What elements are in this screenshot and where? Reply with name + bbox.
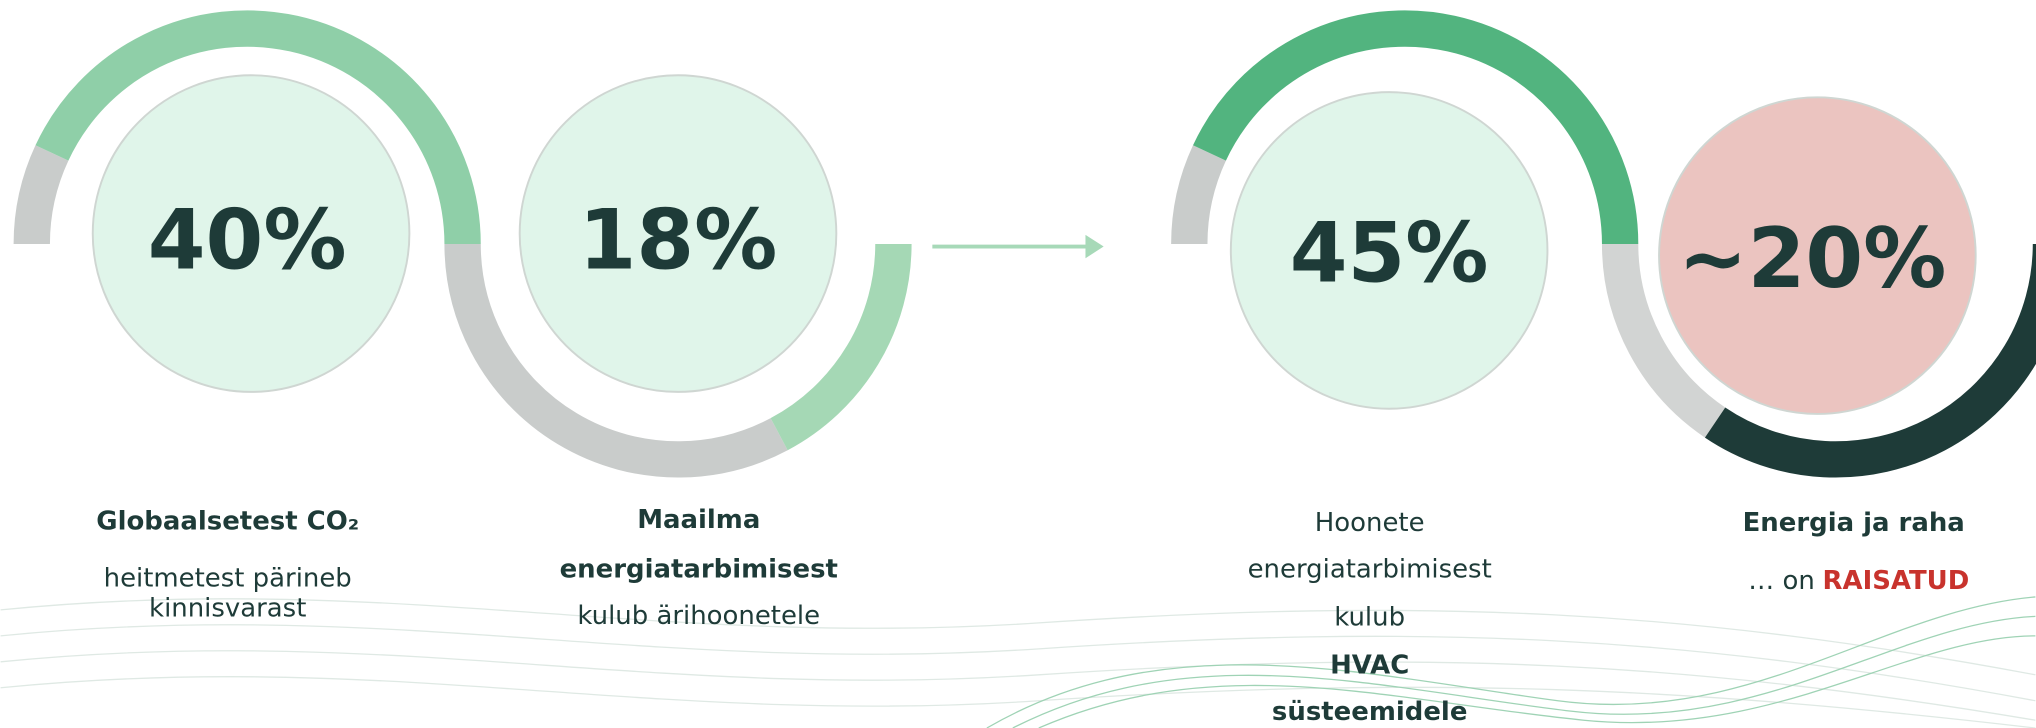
infographic: 40% 18% 45% ~20% Globaalsetest CO₂ heitm… — [0, 0, 2036, 728]
caption-line: energiatarbimisest — [560, 554, 838, 584]
caption-line: energiatarbimisest — [1248, 554, 1492, 584]
caption-line: Energia ja raha — [1743, 508, 1965, 538]
page: 40% 18% 45% ~20% Globaalsetest CO₂ heitm… — [0, 0, 2036, 728]
caption-line: HVAC — [1330, 650, 1409, 680]
caption-line: Hoonete — [1315, 508, 1425, 538]
ring-segment — [32, 153, 52, 244]
caption-line: … on — [1748, 566, 1815, 596]
caption-line: süsteemidele — [1272, 697, 1467, 727]
stat-value: ~20% — [1678, 210, 1946, 307]
caption-line: heitmetest pärineb — [104, 564, 352, 594]
caption-line: kinnisvarast — [149, 593, 306, 623]
stat-value: 45% — [1290, 205, 1489, 302]
stat-value: 18% — [579, 192, 778, 289]
arrow — [932, 235, 1103, 258]
caption-line: kulub ärihoonetele — [577, 601, 820, 631]
stat-value: 40% — [148, 192, 347, 289]
caption-line: Maailma — [637, 505, 760, 535]
caption-line: Globaalsetest CO₂ — [96, 506, 359, 536]
ring-segment — [1189, 153, 1209, 244]
caption-line: kulub — [1334, 602, 1405, 632]
caption-highlight: RAISATUD — [1823, 566, 1970, 596]
